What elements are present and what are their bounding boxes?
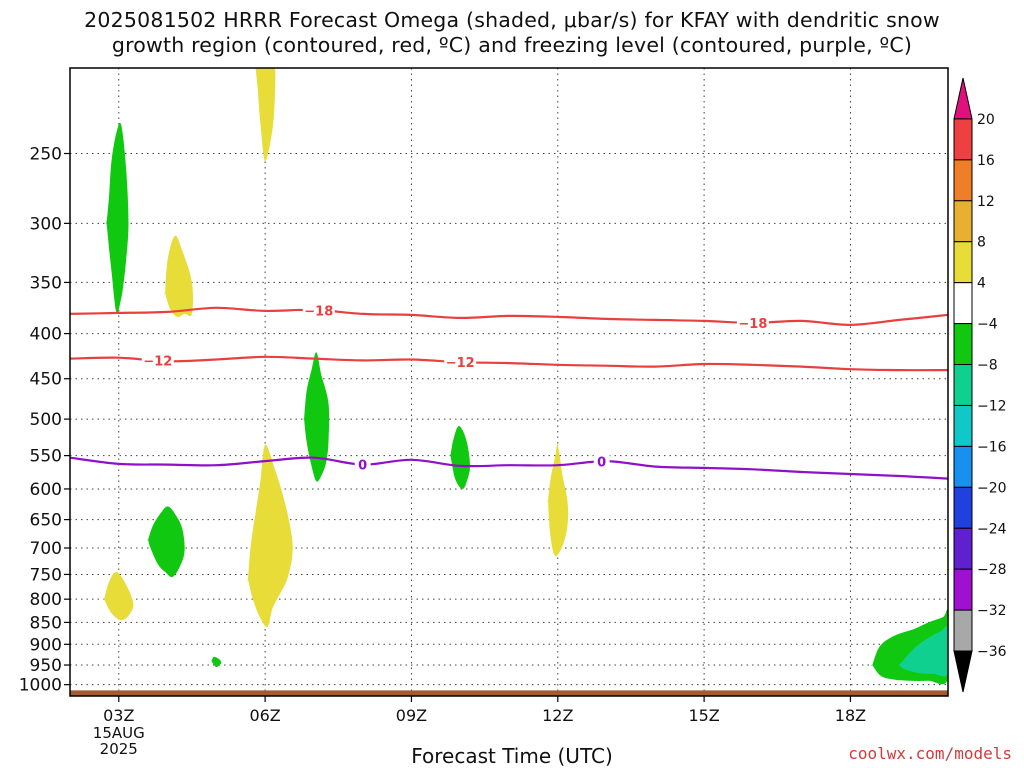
colorbar-segment: [953, 527, 973, 570]
x-tick-label: 12Z: [542, 706, 573, 725]
omega-shaded-region: [147, 506, 185, 578]
colorbar-segment: [953, 486, 973, 529]
contour-label-bg: [141, 352, 174, 369]
x-tick-label: 15Z: [688, 706, 719, 725]
colorbar-segment: [953, 364, 973, 406]
colorbar-segment: [953, 282, 973, 325]
y-tick-label: 800: [30, 590, 62, 610]
contour-label-bg: [302, 302, 335, 319]
omega-shaded-region: [164, 235, 194, 318]
plot-frame: [69, 67, 949, 697]
omega-shaded-region: [897, 626, 948, 677]
y-tick-label: 1000: [19, 676, 62, 696]
omega-shaded-region: [106, 122, 129, 313]
y-tick-label: 850: [30, 613, 62, 633]
colorbar-label: 20: [977, 112, 995, 128]
chart-title-line2: growth region (contoured, red, ºC) and f…: [111, 33, 913, 57]
contour-label: −12: [143, 355, 172, 370]
y-tick-label: 650: [30, 511, 62, 531]
y-tick-label: 250: [30, 144, 62, 164]
colorbar-label: −24: [977, 521, 1007, 537]
x-tick-year-label: 2025: [100, 740, 138, 758]
omega-shaded-region: [247, 444, 293, 628]
colorbar-segment: [953, 445, 973, 488]
y-tick-label: 350: [30, 273, 62, 293]
colorbar-cap-top: [953, 77, 973, 120]
colorbar-label: −16: [977, 439, 1007, 455]
freezing-level-contour: [70, 456, 948, 480]
contour-label-bg: [736, 314, 769, 331]
y-tick-label: 700: [30, 539, 62, 559]
y-tick-label: 500: [30, 410, 62, 430]
colorbar-segment: [953, 323, 973, 366]
colorbar-label: −8: [977, 358, 998, 374]
x-tick-date-label: 15AUG: [93, 724, 145, 742]
omega-shaded-region: [103, 571, 134, 621]
omega-shaded-region: [252, 68, 276, 162]
colorbar-segment: [953, 404, 973, 447]
y-tick-label: 600: [30, 480, 62, 500]
chart-title-line1: 2025081502 HRRR Forecast Omega (shaded, …: [84, 8, 940, 32]
y-tick-label: 400: [30, 325, 62, 345]
colorbar-label: −36: [977, 644, 1007, 660]
y-tick-label: 750: [30, 565, 62, 585]
contour-label: −12: [446, 356, 475, 371]
x-tick-label: 03Z: [103, 706, 134, 725]
omega-shaded-region: [210, 656, 222, 668]
colorbar-label: −4: [977, 317, 998, 333]
colorbar-label: 8: [977, 235, 986, 251]
colorbar-label: −28: [977, 562, 1007, 578]
contour-label: 0: [358, 459, 367, 474]
contour-label: 0: [597, 456, 606, 471]
y-tick-label: 950: [30, 656, 62, 676]
y-tick-label: 550: [30, 447, 62, 467]
colorbar-label: −12: [977, 398, 1007, 414]
colorbar-segment: [953, 568, 973, 611]
contour-label-bg: [444, 354, 477, 371]
contour-label: −18: [738, 317, 767, 332]
colorbar-segment: [953, 118, 973, 161]
dgz-contour: [70, 355, 948, 372]
x-axis-title: Forecast Time (UTC): [411, 744, 613, 768]
colorbar-segment: [953, 200, 973, 243]
colorbar-cap-bottom: [953, 650, 973, 693]
colorbar-label: 12: [977, 194, 995, 210]
credit-link[interactable]: coolwx.com/models: [848, 744, 1012, 763]
contour-label: −18: [304, 304, 333, 319]
y-tick-label: 450: [30, 370, 62, 390]
omega-shaded-region: [450, 426, 470, 489]
y-tick-label: 300: [30, 214, 62, 234]
x-tick-label: 06Z: [249, 706, 280, 725]
contour-label-bg: [354, 456, 371, 473]
colorbar-segment: [953, 159, 973, 202]
colorbar-label: 16: [977, 153, 995, 169]
colorbar-segment: [953, 609, 973, 652]
colorbar-label: −32: [977, 603, 1007, 619]
dgz-contour: [70, 306, 948, 327]
omega-shaded-region: [303, 352, 330, 482]
y-tick-label: 900: [30, 635, 62, 655]
omega-shaded-region: [547, 444, 569, 557]
colorbar-label: 4: [977, 276, 986, 292]
terrain-bar: [70, 690, 948, 696]
x-tick-label: 18Z: [835, 706, 866, 725]
x-tick-label: 09Z: [396, 706, 427, 725]
colorbar-label: −20: [977, 480, 1007, 496]
contour-label-bg: [593, 453, 610, 470]
colorbar-segment: [953, 241, 973, 284]
